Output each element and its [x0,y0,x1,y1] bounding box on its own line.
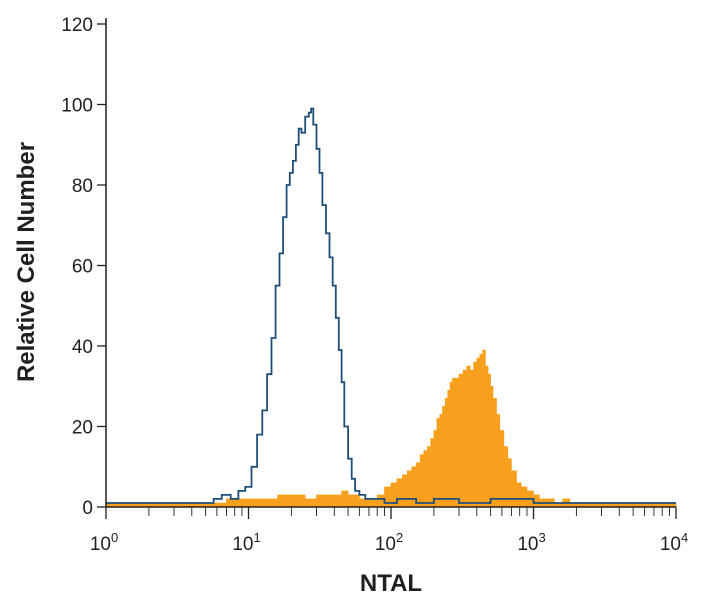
y-axis-title: Relative Cell Number [13,142,40,382]
x-tick-label-exponent: 4 [681,530,688,545]
x-tick-label-base: 10 [375,534,396,555]
x-tick-label-exponent: 2 [396,530,403,545]
x-tick-label: 104 [660,530,688,555]
filled-series-layer [105,349,677,508]
x-axis-title: NTAL [360,570,422,597]
y-tick-label: 120 [61,15,93,36]
x-tick-label: 103 [517,530,545,555]
x-tick-label-base: 10 [660,534,681,555]
x-tick-label: 102 [375,530,403,555]
y-tick-label: 100 [61,96,93,117]
x-tick-label-base: 10 [232,534,253,555]
filled-histogram-series [105,349,677,508]
y-tick-label: 0 [82,498,93,519]
x-tick-label-exponent: 0 [111,530,118,545]
x-tick-label-base: 10 [90,534,111,555]
axes [105,18,676,508]
x-tick-label-exponent: 1 [253,530,260,545]
y-tick-label: 40 [72,337,93,358]
outline-histogram-series [106,107,676,504]
x-tick-label: 100 [90,530,118,555]
outline-series-layer [106,107,676,504]
x-tick-label-base: 10 [517,534,538,555]
y-tick-label: 20 [72,418,93,439]
tick-marks [97,23,677,519]
x-tick-label-exponent: 3 [538,530,545,545]
x-tick-label: 101 [232,530,260,555]
y-tick-label: 80 [72,176,93,197]
y-tick-label: 60 [72,257,93,278]
